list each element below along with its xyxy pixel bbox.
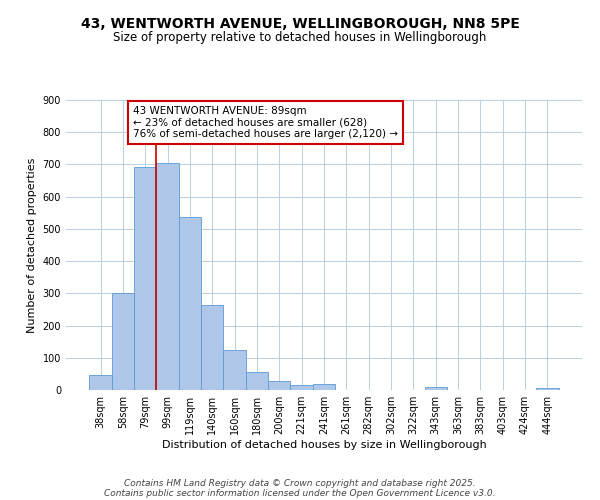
Bar: [179, 217, 201, 390]
Bar: [134, 166, 157, 390]
Bar: [201, 305, 223, 390]
Bar: [313, 384, 335, 390]
Bar: [290, 385, 313, 390]
Text: Contains HM Land Registry data © Crown copyright and database right 2025.: Contains HM Land Registry data © Crown c…: [124, 478, 476, 488]
Bar: [268, 381, 290, 390]
Bar: [425, 387, 447, 390]
X-axis label: Distribution of detached houses by size in Wellingborough: Distribution of detached houses by size …: [161, 440, 487, 450]
Text: 43, WENTWORTH AVENUE, WELLINGBOROUGH, NN8 5PE: 43, WENTWORTH AVENUE, WELLINGBOROUGH, NN…: [80, 18, 520, 32]
Bar: [246, 372, 268, 390]
Bar: [536, 388, 559, 390]
Y-axis label: Number of detached properties: Number of detached properties: [27, 158, 37, 332]
Bar: [157, 162, 179, 390]
Bar: [223, 350, 246, 390]
Text: 43 WENTWORTH AVENUE: 89sqm
← 23% of detached houses are smaller (628)
76% of sem: 43 WENTWORTH AVENUE: 89sqm ← 23% of deta…: [133, 106, 398, 139]
Text: Size of property relative to detached houses in Wellingborough: Size of property relative to detached ho…: [113, 31, 487, 44]
Bar: [112, 294, 134, 390]
Text: Contains public sector information licensed under the Open Government Licence v3: Contains public sector information licen…: [104, 488, 496, 498]
Bar: [89, 375, 112, 390]
